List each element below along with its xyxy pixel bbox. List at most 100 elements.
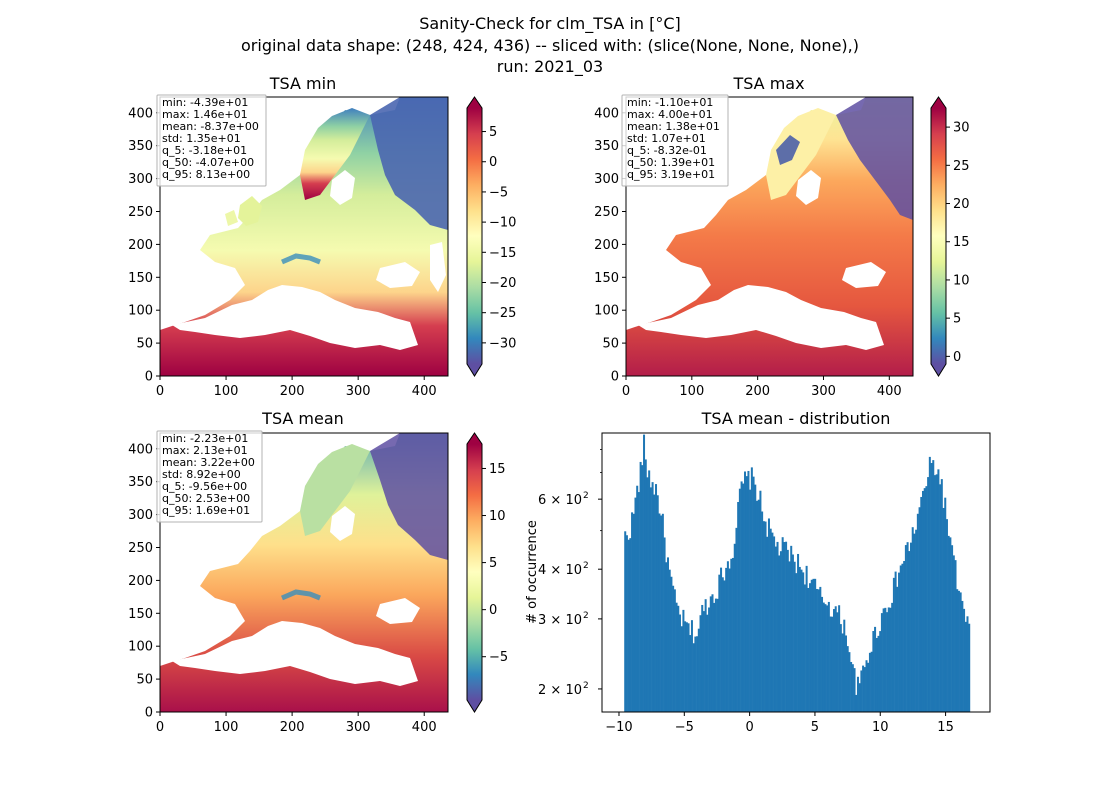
histogram-bar	[742, 483, 745, 712]
histogram-bar	[952, 555, 955, 712]
histogram-bar	[844, 635, 847, 712]
histogram-bar	[730, 558, 733, 712]
histogram-bar	[788, 561, 791, 712]
histogram-bar	[843, 619, 846, 712]
histogram-bar	[795, 573, 798, 712]
histogram-bar	[856, 676, 859, 712]
histogram-bar	[966, 616, 969, 712]
histogram-bar	[853, 668, 856, 712]
histogram-bar	[889, 607, 892, 712]
y-tick-label: 400	[594, 106, 619, 121]
x-tick-label: 100	[214, 384, 239, 399]
colorbar-extend-bottom	[931, 364, 946, 376]
histogram-bar	[886, 612, 889, 712]
histogram-bar	[749, 489, 752, 712]
histogram-bar	[911, 527, 914, 712]
histogram-bar	[879, 631, 882, 712]
y-tick-label: 200	[594, 238, 619, 253]
histogram-bar	[838, 605, 841, 712]
histogram-bar	[673, 589, 676, 712]
colorbar-tick-label: 5	[953, 312, 961, 327]
histogram-bar	[668, 569, 671, 712]
histogram-bar	[634, 497, 637, 712]
y-axis: 0 50 100 150 200 250 300 350 400	[594, 106, 626, 385]
y-tick-label: 3 × 10	[538, 613, 582, 628]
histogram-bar	[661, 513, 664, 712]
black-sea	[376, 262, 420, 288]
histogram-bar	[783, 542, 786, 712]
colorbar-extend-top	[467, 97, 482, 108]
histogram-bar	[690, 620, 693, 712]
stats-box: min: -2.23e+01 max: 2.13e+01 mean: 3.22e…	[156, 430, 263, 523]
colorbar: 30 25 20 15 10 5 0	[930, 96, 970, 377]
histogram-bar	[921, 490, 924, 712]
histogram-bar	[898, 572, 901, 712]
histogram-bar	[831, 616, 834, 712]
histogram-bar	[713, 602, 716, 712]
histogram-bar	[672, 585, 675, 712]
histogram-bar	[670, 576, 673, 712]
scandinavia	[766, 108, 836, 200]
histogram-bar	[720, 567, 723, 712]
histogram-bar	[927, 477, 930, 712]
histogram-bar	[841, 633, 844, 712]
histogram-bar	[697, 628, 700, 712]
histogram-bar	[913, 533, 916, 712]
histogram-bar	[930, 463, 933, 712]
histogram-bar	[827, 601, 830, 712]
colorbar-tick-label: −15	[489, 246, 516, 261]
y-tick-label: 4 × 10	[538, 563, 582, 578]
histogram-bar	[701, 604, 704, 712]
histogram-bar	[833, 609, 836, 712]
x-axis: 0 100 200 300 400	[156, 712, 437, 735]
colorbar: 5 0 −5 −10 −15 −20 −25 −30	[466, 96, 516, 377]
histogram-bar	[817, 589, 820, 712]
y-tick-label: 350	[594, 139, 619, 154]
histogram-bar	[809, 583, 812, 712]
histogram-bar	[692, 643, 695, 712]
histogram-bar	[949, 537, 952, 712]
axes-frame	[159, 96, 449, 377]
histogram-bar	[779, 551, 782, 712]
y-tick-label: 0	[611, 370, 619, 385]
histogram-bar	[699, 615, 702, 712]
histogram-bar	[884, 607, 887, 712]
histogram-bar	[651, 482, 654, 712]
x-tick-label: −10	[605, 720, 632, 735]
colorbar-tick-label: 15	[953, 235, 970, 250]
colorbar-tick-label: 10	[953, 273, 970, 288]
histogram-bar	[646, 477, 649, 712]
black-sea	[376, 598, 420, 624]
x-tick-label: 5	[811, 720, 819, 735]
baltic-sea	[330, 506, 355, 541]
stats-text: min: -1.10e+01 max: 4.00e+01 mean: 1.38e…	[627, 96, 723, 181]
histogram-bar	[947, 535, 950, 712]
histogram-bar	[891, 602, 894, 712]
y-axis: 2 × 10 23 × 10 24 × 10 26 × 10 2	[538, 449, 602, 698]
histogram-bar	[752, 476, 755, 712]
histogram-bar	[935, 474, 938, 712]
histogram-bar	[797, 553, 800, 712]
histogram-bar	[762, 521, 765, 712]
histogram-bar	[684, 621, 687, 712]
histogram-bar	[957, 590, 960, 712]
y-tick-exponent: 2	[583, 491, 589, 501]
y-tick-label: 100	[594, 304, 619, 319]
histogram-bar	[714, 598, 717, 712]
histogram-bar	[875, 637, 878, 712]
x-axis: 0 100 200 300 400	[622, 376, 902, 399]
baltic-sea	[330, 170, 355, 205]
histogram-bar	[939, 484, 942, 712]
histogram-bar	[766, 536, 769, 712]
histogram-bar	[660, 515, 663, 712]
y-tick-label: 50	[136, 673, 153, 688]
y-tick-label: 350	[128, 139, 153, 154]
histogram-bar	[745, 476, 748, 712]
histogram-bar	[802, 572, 805, 712]
histogram-bar	[790, 545, 793, 712]
x-tick-label: −5	[675, 720, 694, 735]
y-tick-label: 350	[128, 475, 153, 490]
histogram-bar	[656, 495, 659, 712]
colorbar-tick-label: 0	[489, 603, 497, 618]
